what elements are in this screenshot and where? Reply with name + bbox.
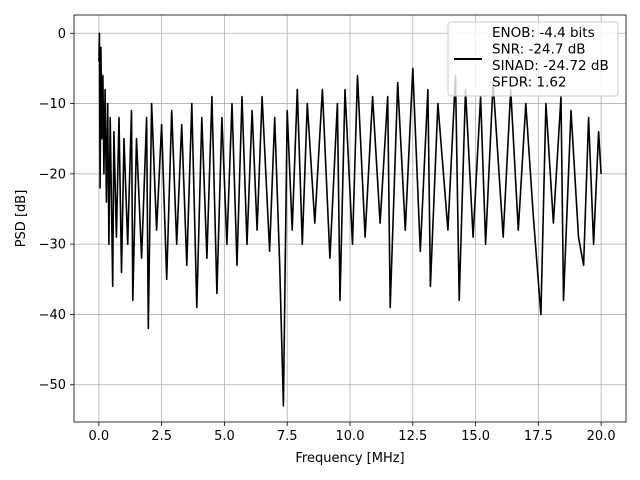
legend-entry-snr: SNR: -24.7 dB xyxy=(492,42,586,58)
x-tick-label: 20.0 xyxy=(587,429,616,444)
x-tick-label: 2.5 xyxy=(151,429,172,444)
y-tick-label: −10 xyxy=(39,97,66,112)
x-tick-label: 5.0 xyxy=(214,429,235,444)
plot-area xyxy=(98,32,602,407)
y-tick-label: −40 xyxy=(39,308,66,323)
legend-entry-sfdr: SFDR: 1.62 xyxy=(492,75,567,91)
x-tick-label: 7.5 xyxy=(277,429,298,444)
legend-entry-sinad: SINAD: -24.72 dB xyxy=(492,58,609,74)
legend-box xyxy=(447,21,619,97)
y-tick-label: −50 xyxy=(39,378,66,393)
x-tick-label: 0.0 xyxy=(89,429,110,444)
y-axis: 0 −10 −20 −30 −40 −50 xyxy=(39,27,74,393)
x-tick-label: 15.0 xyxy=(461,429,490,444)
legend-entry-enob: ENOB: -4.4 bits xyxy=(492,25,595,41)
x-tick-label: 12.5 xyxy=(398,429,427,444)
psd-series-line xyxy=(98,32,602,407)
y-axis-label: PSD [dB] xyxy=(14,190,29,248)
y-tick-label: −20 xyxy=(39,167,66,182)
x-axis: 0.0 2.5 5.0 7.5 10.0 12.5 15.0 17.5 20.0 xyxy=(89,422,616,444)
x-tick-label: 17.5 xyxy=(524,429,553,444)
x-axis-label: Frequency [MHz] xyxy=(295,451,404,466)
y-tick-label: 0 xyxy=(58,27,66,42)
x-tick-label: 10.0 xyxy=(336,429,365,444)
legend: ENOB: -4.4 bits SNR: -24.7 dB SINAD: -24… xyxy=(447,21,619,97)
y-tick-label: −30 xyxy=(39,238,66,253)
